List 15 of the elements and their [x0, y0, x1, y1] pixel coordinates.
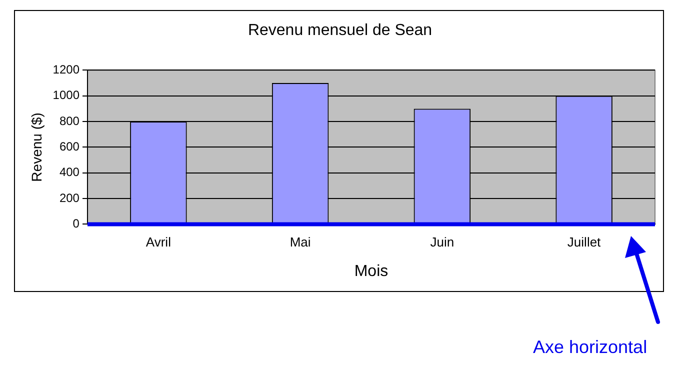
x-tick-label: Juillet — [567, 234, 602, 250]
x-tick-label: Mai — [290, 234, 311, 250]
chart-title: Revenu mensuel de Sean — [248, 22, 432, 40]
y-tick-label: 200 — [59, 190, 80, 205]
y-tick-label: 1200 — [52, 62, 80, 77]
y-tick-label: 600 — [59, 140, 80, 154]
y-axis-title: Revenu ($) — [28, 112, 44, 182]
y-tick-label: 800 — [59, 114, 80, 128]
y-tick-label: 400 — [59, 165, 80, 180]
x-tick-label: Avril — [146, 234, 172, 250]
x-axis-title: Mois — [354, 262, 388, 280]
x-tick-label: Juin — [430, 234, 454, 250]
text: Axe horizontal — [533, 337, 648, 358]
y-tick-label: 0 — [72, 216, 80, 231]
y-tick-label: 1000 — [52, 88, 80, 102]
